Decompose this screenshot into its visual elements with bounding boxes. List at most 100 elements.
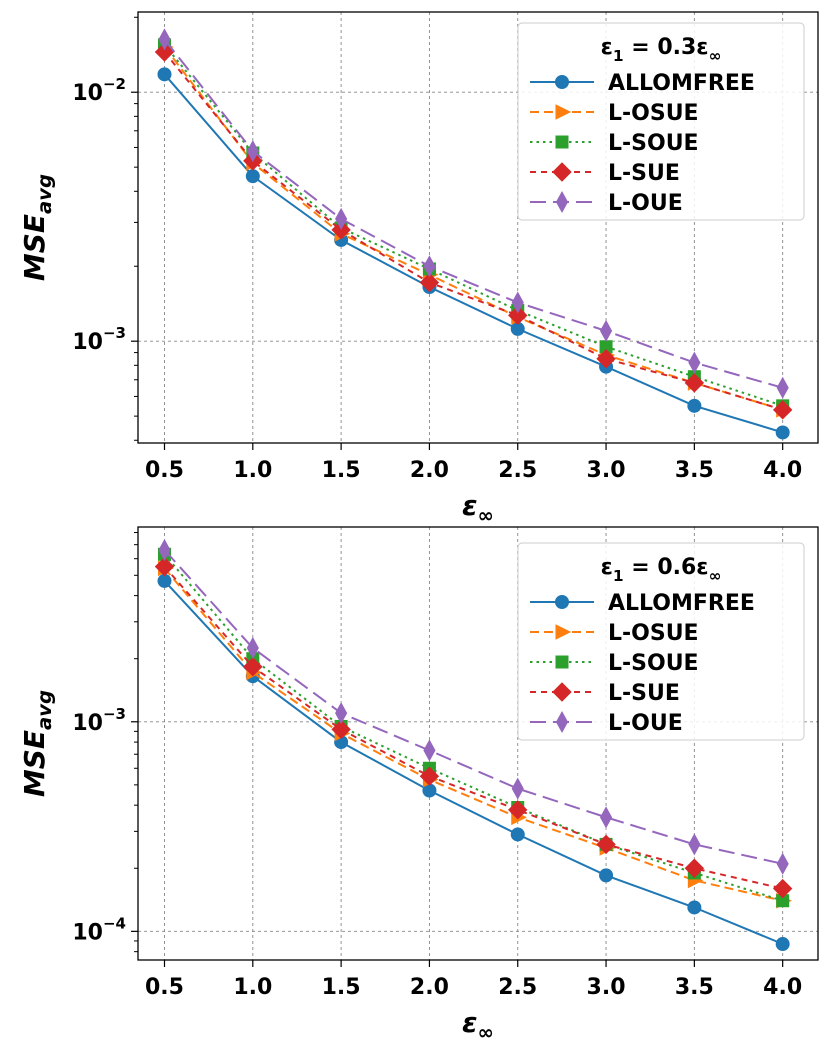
legend-box — [517, 542, 805, 741]
legend-label: L-SOUE — [608, 651, 699, 676]
data-point — [508, 305, 528, 326]
data-point — [687, 398, 702, 413]
series-l-sue — [154, 42, 793, 420]
data-point — [158, 28, 171, 51]
y-axis-label: MSEavg — [18, 690, 56, 797]
data-point — [772, 878, 793, 899]
legend-marker — [555, 135, 569, 149]
legend-label: L-OSUE — [608, 621, 699, 646]
data-point — [510, 827, 525, 842]
legend-marker — [555, 655, 569, 669]
x-tick-label: 3.5 — [675, 458, 714, 483]
plot-frame — [137, 11, 819, 444]
data-point — [508, 800, 528, 820]
x-tick-labels: 0.5 1.0 1.5 2.0 2.5 3.0 3.5 4.0 — [145, 960, 802, 1000]
legend-item: ALLOMFREE — [530, 71, 755, 96]
data-point — [688, 833, 701, 856]
x-tick-label: 2.5 — [498, 975, 537, 1000]
x-tick-label: 2.0 — [410, 975, 449, 1000]
data-point — [243, 657, 263, 677]
data-point — [419, 272, 440, 293]
legend-label: ALLOMFREE — [608, 591, 755, 616]
legend-marker — [555, 710, 569, 734]
legend: ε1 = 0.3ε∞ ALLOMFREE L-OSUE L-SOUE L-SUE L-OU… — [517, 22, 805, 221]
data-point — [246, 636, 259, 660]
data-point — [335, 702, 348, 725]
data-point — [599, 806, 613, 829]
legend-marker — [552, 682, 572, 702]
legend-title: ε1 = 0.3ε∞ — [601, 35, 722, 65]
svg-text:MSEavg: MSEavg — [18, 174, 56, 281]
legend-marker — [555, 624, 572, 640]
x-tick-label: 1.5 — [322, 975, 361, 1000]
legend-item: ALLOMFREE — [530, 591, 755, 616]
data-point — [335, 207, 348, 230]
legend: ε1 = 0.6ε∞ ALLOMFREE L-OSUE L-SOUE L-SUE L-OU… — [517, 542, 805, 741]
legend-marker — [555, 595, 569, 609]
panel-top: 0.5 1.0 1.5 2.0 2.5 3.0 3.5 4.0 10−2 10−3 ε∞ MSEavg… — [18, 11, 819, 527]
series-l-oue — [158, 538, 789, 875]
x-tick-label: 1.0 — [233, 975, 272, 1000]
series-allomfree — [157, 67, 790, 440]
x-tick-label: 3.0 — [587, 458, 626, 483]
series-line — [163, 580, 784, 945]
legend-title: ε1 = 0.6ε∞ — [601, 555, 722, 585]
series-line — [163, 38, 783, 389]
series-line — [163, 73, 783, 434]
data-point — [154, 556, 175, 577]
x-tick-label: 2.5 — [498, 458, 537, 483]
legend-marker — [555, 75, 569, 89]
data-point — [245, 169, 260, 184]
legend-marker — [555, 190, 569, 214]
data-point — [154, 42, 175, 62]
data-point — [596, 834, 616, 855]
legend-label: L-SUE — [608, 161, 680, 186]
y-tick-labels: 10−2 10−3 — [72, 75, 138, 355]
data-point — [684, 373, 705, 393]
data-point — [775, 425, 790, 440]
data-point — [687, 900, 702, 915]
data-point — [419, 766, 440, 786]
data-point — [157, 67, 172, 82]
legend-item: L-SOUE — [530, 131, 699, 156]
legend-label: ALLOMFREE — [608, 71, 755, 96]
data-point — [776, 376, 789, 399]
legend-label: L-SOUE — [608, 131, 699, 156]
legend-label: L-OUE — [608, 711, 683, 736]
legend-marker — [555, 104, 572, 120]
data-point — [684, 858, 705, 878]
x-tick-label: 0.5 — [145, 975, 184, 1000]
data-point — [158, 538, 171, 562]
data-point — [423, 255, 436, 278]
legend-item: L-OSUE — [530, 101, 699, 126]
data-point — [511, 291, 524, 314]
data-point — [423, 739, 436, 762]
legend-item: L-OUE — [530, 710, 683, 736]
data-point — [331, 719, 351, 740]
svg-text:MSEavg: MSEavg — [18, 690, 56, 797]
legend-label: L-SUE — [608, 681, 680, 706]
series-l-oue — [158, 28, 789, 399]
legend-item: L-OSUE — [530, 621, 699, 646]
legend-box — [517, 22, 805, 221]
x-axis-label: ε∞ — [462, 489, 494, 527]
y-axis-label: MSEavg — [18, 174, 56, 281]
y-minor-ticks — [134, 16, 138, 441]
panel-bottom: 0.5 1.0 1.5 2.0 2.5 3.0 3.5 4.0 10−3 10−4 ε∞ MSEavg… — [18, 526, 819, 1044]
y-tick-label: 10−3 — [72, 324, 126, 355]
y-tick-label: 10−2 — [72, 75, 126, 106]
x-tick-label: 2.0 — [410, 458, 449, 483]
data-point — [157, 573, 172, 588]
x-tick-labels: 0.5 1.0 1.5 2.0 2.5 3.0 3.5 4.0 — [145, 443, 802, 483]
legend-label: L-OUE — [608, 191, 683, 216]
data-point — [688, 351, 701, 374]
series-line — [163, 51, 783, 411]
y-tick-label: 10−3 — [72, 705, 126, 736]
x-tick-label: 1.5 — [322, 458, 361, 483]
x-tick-label: 4.0 — [763, 975, 802, 1000]
y-tick-labels: 10−3 10−4 — [72, 705, 138, 945]
x-tick-label: 1.0 — [233, 458, 272, 483]
data-point — [511, 777, 524, 800]
series-line — [163, 567, 783, 902]
